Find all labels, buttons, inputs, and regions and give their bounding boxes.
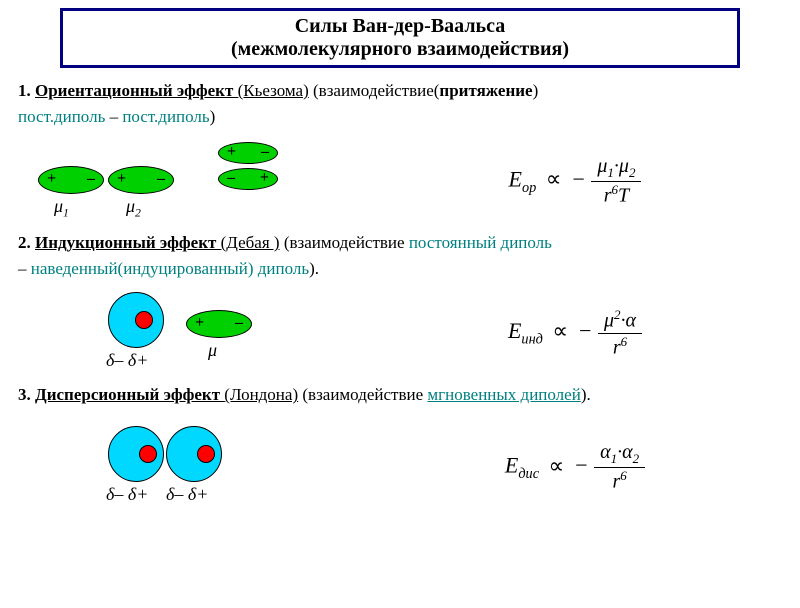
section3-row: δ– δ+ δ– δ+ Eдис ∝ − α1·α2 r6 bbox=[0, 408, 800, 516]
section3-diagram: δ– δ+ δ– δ+ bbox=[18, 422, 368, 512]
section2-heading: 2. Индукционный эффект (Дебая ) (взаимод… bbox=[0, 230, 800, 256]
mu1-label: μ1 bbox=[54, 196, 69, 220]
core-dot bbox=[135, 311, 153, 329]
section1-row: +– +– +– –+ μ1 μ2 Eор ∝ − μ1·μ2 r6T bbox=[0, 130, 800, 230]
section3-heading: 3. Дисперсионный эффект (Лондона) (взаим… bbox=[0, 382, 800, 408]
title-line1: Силы Ван-дер-Ваальса bbox=[73, 15, 727, 38]
s3-desc1: (взаимодействие bbox=[298, 385, 427, 404]
title-box: Силы Ван-дер-Ваальса (межмолекулярного в… bbox=[60, 8, 740, 68]
induced-dipole-circle bbox=[108, 292, 164, 348]
section2-formula: Eинд ∝ − μ2·α r6 bbox=[368, 307, 782, 359]
section2-diagram: +– δ– δ+ μ bbox=[18, 288, 368, 378]
s1-dash: – bbox=[105, 107, 122, 126]
plus-sign: + bbox=[227, 143, 236, 161]
dipole-ellipse: +– bbox=[108, 166, 174, 194]
s1-num: 1. bbox=[18, 81, 35, 100]
s3-inst: мгновенных диполей bbox=[427, 385, 580, 404]
s2-num: 2. bbox=[18, 233, 35, 252]
instant-dipole-circle bbox=[166, 426, 222, 482]
minus-sign: – bbox=[87, 170, 95, 188]
dipole-ellipse: –+ bbox=[218, 168, 278, 190]
s2-desc3: ). bbox=[309, 259, 319, 278]
dipole-ellipse: +– bbox=[186, 310, 252, 338]
minus-sign: – bbox=[227, 169, 235, 187]
s2-desc2: – bbox=[18, 259, 31, 278]
s3-num: 3. bbox=[18, 385, 35, 404]
plus-sign: + bbox=[260, 169, 269, 187]
delta-label: δ– δ+ bbox=[106, 484, 148, 505]
section1-formula: Eор ∝ − μ1·μ2 r6T bbox=[368, 155, 782, 208]
core-dot bbox=[197, 445, 215, 463]
dipole-ellipse: +– bbox=[38, 166, 104, 194]
s2-ind: наведенный(индуцированный) диполь bbox=[31, 259, 309, 278]
section1-line2: пост.диполь – пост.диполь) bbox=[0, 104, 800, 130]
s2-author: (Дебая ) bbox=[221, 233, 280, 252]
s2-perm: постоянный диполь bbox=[409, 233, 552, 252]
core-dot bbox=[139, 445, 157, 463]
section1-diagram: +– +– +– –+ μ1 μ2 bbox=[18, 136, 368, 226]
s3-name: Дисперсионный эффект bbox=[35, 385, 224, 404]
section1-heading: 1. Ориентационный эффект (Кьезома) (взаи… bbox=[0, 78, 800, 104]
section2-row: +– δ– δ+ μ Eинд ∝ − μ2·α r6 bbox=[0, 282, 800, 382]
s1-dip2: пост.диполь bbox=[122, 107, 209, 126]
delta-label: δ– δ+ bbox=[166, 484, 208, 505]
s1-name: Ориентационный эффект bbox=[35, 81, 238, 100]
delta-label: δ– δ+ bbox=[106, 350, 148, 371]
plus-sign: + bbox=[117, 170, 126, 188]
section2-line2: – наведенный(индуцированный) диполь). bbox=[0, 256, 800, 282]
minus-sign: – bbox=[261, 143, 269, 161]
title-line2: (межмолекулярного взаимодействия) bbox=[73, 38, 727, 61]
minus-sign: – bbox=[235, 314, 243, 332]
section3-formula: Eдис ∝ − α1·α2 r6 bbox=[368, 441, 782, 494]
s1-author: (Кьезома) bbox=[238, 81, 309, 100]
s3-desc2: ). bbox=[581, 385, 591, 404]
minus-sign: – bbox=[157, 170, 165, 188]
s1-desc3: ) bbox=[210, 107, 216, 126]
dipole-ellipse: +– bbox=[218, 142, 278, 164]
plus-sign: + bbox=[47, 170, 56, 188]
s1-desc1: (взаимодействие( bbox=[309, 81, 440, 100]
s1-desc2: ) bbox=[533, 81, 539, 100]
s1-dip1: пост.диполь bbox=[18, 107, 105, 126]
plus-sign: + bbox=[195, 314, 204, 332]
s2-desc1: (взаимодействие bbox=[280, 233, 409, 252]
mu2-label: μ2 bbox=[126, 196, 141, 220]
mu-label: μ bbox=[208, 340, 217, 361]
s1-attr: притяжение bbox=[439, 81, 532, 100]
instant-dipole-circle bbox=[108, 426, 164, 482]
s2-name: Индукционный эффект bbox=[35, 233, 221, 252]
s3-author: (Лондона) bbox=[224, 385, 298, 404]
